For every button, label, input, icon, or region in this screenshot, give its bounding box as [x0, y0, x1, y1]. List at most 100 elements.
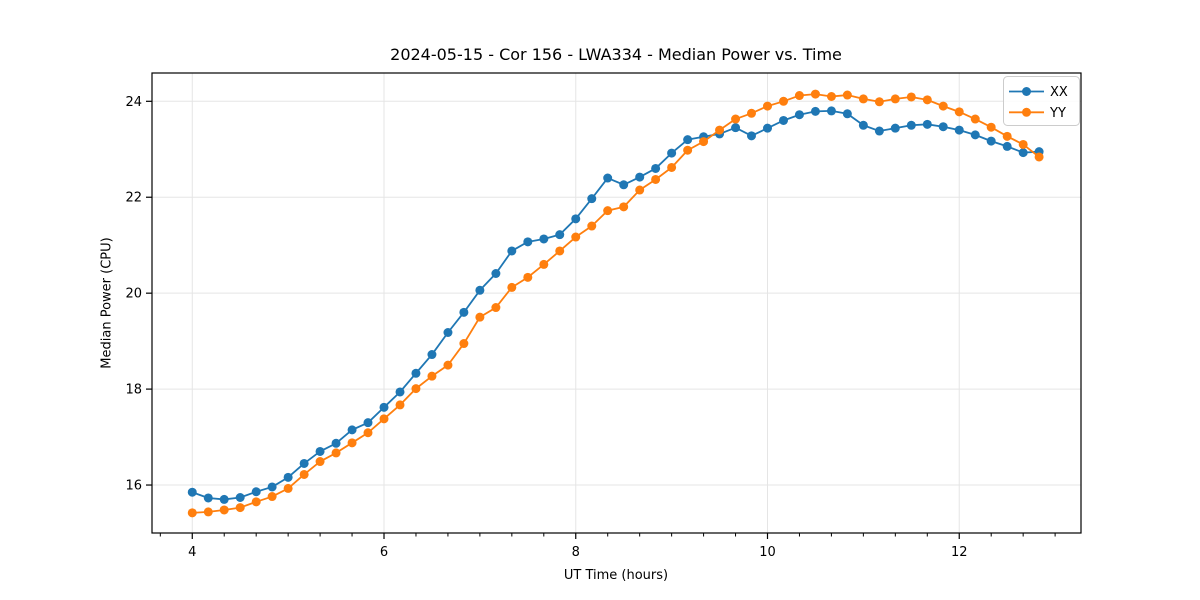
data-point-yy [363, 428, 373, 438]
data-point-yy [619, 202, 629, 212]
data-point-yy [794, 91, 804, 101]
data-point-xx [315, 446, 325, 456]
data-point-yy [523, 272, 533, 282]
data-point-yy [283, 483, 293, 493]
data-point-xx [651, 163, 661, 173]
data-point-xx [459, 307, 469, 317]
data-point-xx [539, 234, 549, 244]
data-point-yy [938, 101, 948, 111]
data-point-yy [906, 92, 916, 102]
data-point-xx [954, 125, 964, 135]
data-point-yy [731, 114, 741, 124]
legend-label-xx: XX [1050, 85, 1068, 100]
data-point-yy [986, 122, 996, 132]
data-point-xx [1002, 141, 1012, 151]
data-point-xx [331, 438, 341, 448]
data-point-yy [459, 339, 469, 349]
data-point-xx [427, 350, 437, 360]
data-point-yy [347, 438, 357, 448]
data-point-xx [986, 136, 996, 146]
data-point-xx [1018, 148, 1028, 158]
data-point-xx [587, 194, 597, 204]
data-point-xx [235, 493, 245, 502]
legend-label-yy: YY [1049, 106, 1066, 121]
data-point-yy [315, 457, 325, 467]
data-point-yy [954, 107, 964, 117]
data-point-yy [475, 312, 485, 322]
data-point-yy [1034, 152, 1044, 162]
data-point-yy [651, 174, 661, 184]
data-point-yy [810, 89, 820, 99]
data-point-xx [571, 214, 581, 224]
data-point-xx [379, 402, 389, 412]
data-point-xx [395, 387, 405, 397]
data-point-xx [267, 482, 277, 492]
data-point-yy [251, 497, 261, 507]
svg-text:10: 10 [759, 545, 776, 560]
data-point-yy [715, 125, 725, 135]
svg-text:22: 22 [125, 191, 142, 206]
svg-text:4: 4 [188, 545, 196, 560]
data-point-yy [858, 94, 868, 104]
data-point-xx [890, 123, 900, 133]
svg-text:24: 24 [125, 95, 142, 110]
chart-title: 2024-05-15 - Cor 156 - LWA334 - Median P… [390, 45, 842, 64]
data-point-xx [203, 493, 213, 503]
data-point-yy [427, 371, 437, 381]
data-point-xx [475, 285, 485, 295]
data-point-xx [667, 148, 677, 158]
data-point-yy [683, 145, 693, 155]
data-point-xx [763, 123, 772, 133]
data-point-yy [587, 221, 597, 231]
data-point-yy [890, 94, 900, 104]
data-point-xx [779, 115, 789, 125]
data-point-xx [810, 106, 820, 116]
data-point-yy [571, 232, 581, 242]
data-point-xx [938, 122, 948, 132]
data-point-xx [683, 135, 693, 145]
data-point-xx [283, 472, 293, 482]
data-point-yy [331, 448, 341, 458]
data-point-xx [443, 328, 453, 337]
data-point-yy [507, 282, 517, 292]
svg-text:12: 12 [951, 545, 968, 560]
grid [152, 73, 1081, 533]
svg-text:20: 20 [125, 287, 142, 302]
data-point-yy [443, 360, 453, 370]
data-point-yy [235, 503, 245, 513]
data-point-xx [794, 110, 804, 120]
data-point-yy [395, 400, 405, 410]
data-point-yy [379, 414, 389, 424]
data-point-xx [842, 109, 852, 119]
data-point-yy [746, 108, 756, 118]
data-point-yy [187, 508, 197, 518]
data-point-yy [219, 505, 229, 515]
svg-text:8: 8 [572, 545, 580, 560]
data-point-yy [267, 492, 277, 502]
legend-marker-xx [1022, 87, 1031, 96]
data-point-xx [619, 180, 629, 190]
data-point-xx [922, 119, 932, 129]
data-point-yy [1002, 131, 1012, 141]
x-axis-label: UT Time (hours) [563, 568, 669, 583]
svg-text:18: 18 [125, 383, 142, 398]
data-point-yy [411, 384, 421, 394]
data-point-xx [363, 418, 373, 428]
data-point-xx [603, 173, 613, 183]
data-point-yy [699, 137, 709, 147]
data-point-xx [858, 120, 868, 130]
data-point-xx [523, 237, 533, 247]
data-point-xx [411, 368, 421, 378]
data-point-xx [970, 130, 980, 140]
data-point-yy [826, 92, 836, 101]
data-point-yy [842, 90, 852, 100]
y-axis-ticks: 16 18 20 22 24 [125, 95, 152, 494]
data-point-yy [667, 162, 677, 172]
data-point-xx [251, 487, 261, 497]
data-point-xx [507, 246, 517, 256]
svg-text:16: 16 [125, 479, 142, 494]
data-point-xx [731, 123, 741, 133]
data-point-yy [922, 95, 932, 105]
data-point-xx [906, 120, 916, 130]
